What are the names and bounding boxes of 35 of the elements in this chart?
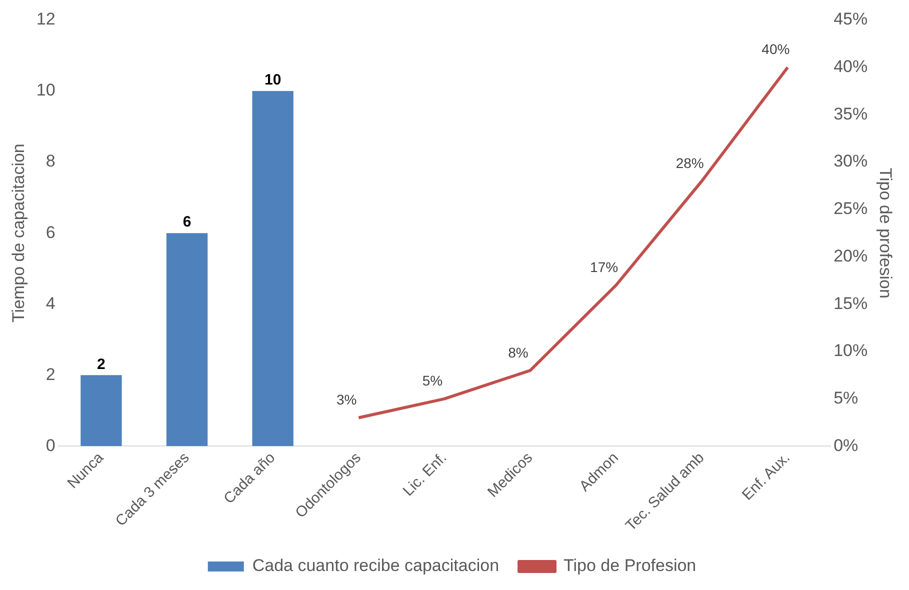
data-label: 6: [182, 214, 192, 231]
y2-tick-label: 25%: [834, 199, 868, 218]
y2-tick-label: 10%: [834, 341, 868, 360]
y-tick-label: 8: [46, 152, 56, 171]
data-label: 2: [97, 356, 106, 373]
y2-tick-label: 40%: [834, 57, 868, 76]
data-label: 8%: [508, 344, 528, 360]
data-label: 40%: [762, 41, 790, 58]
y-axis-title: Tiempo de capacitacion: [8, 144, 28, 323]
x-tick-label: Lic. Enf.: [400, 449, 450, 500]
data-label: 5%: [422, 372, 443, 389]
y-tick-label: 12: [36, 10, 56, 29]
y2-tick-label: 0%: [834, 436, 858, 455]
y2-tick-label: 35%: [834, 104, 868, 124]
y-tick-label: 4: [46, 294, 56, 313]
x-tick-label: Enf. Aux.: [738, 449, 794, 504]
data-label: 3%: [336, 392, 357, 408]
y2-tick-label: 5%: [834, 388, 858, 408]
y2-tick-label: 45%: [834, 10, 868, 29]
y-tick-label: 6: [46, 222, 56, 242]
y-tick-label: 10: [36, 80, 56, 100]
y-tick-label: 2: [46, 364, 56, 384]
y2-axis-title: Tipo de profesion: [876, 168, 896, 298]
y2-tick-label: 20%: [834, 246, 868, 266]
y2-tick-label: 15%: [834, 294, 868, 313]
bar: [252, 91, 294, 446]
y-tick-label: 0: [46, 436, 56, 455]
bar: [80, 375, 122, 446]
data-label: 17%: [590, 259, 618, 276]
legend-label: Cada cuanto recibe capacitacion: [252, 556, 500, 576]
legend-label: Tipo de Profesion: [564, 556, 696, 576]
y2-tick-label: 30%: [834, 152, 868, 171]
data-label: 10: [264, 72, 282, 89]
bar: [166, 233, 208, 446]
data-label: 28%: [676, 154, 704, 171]
